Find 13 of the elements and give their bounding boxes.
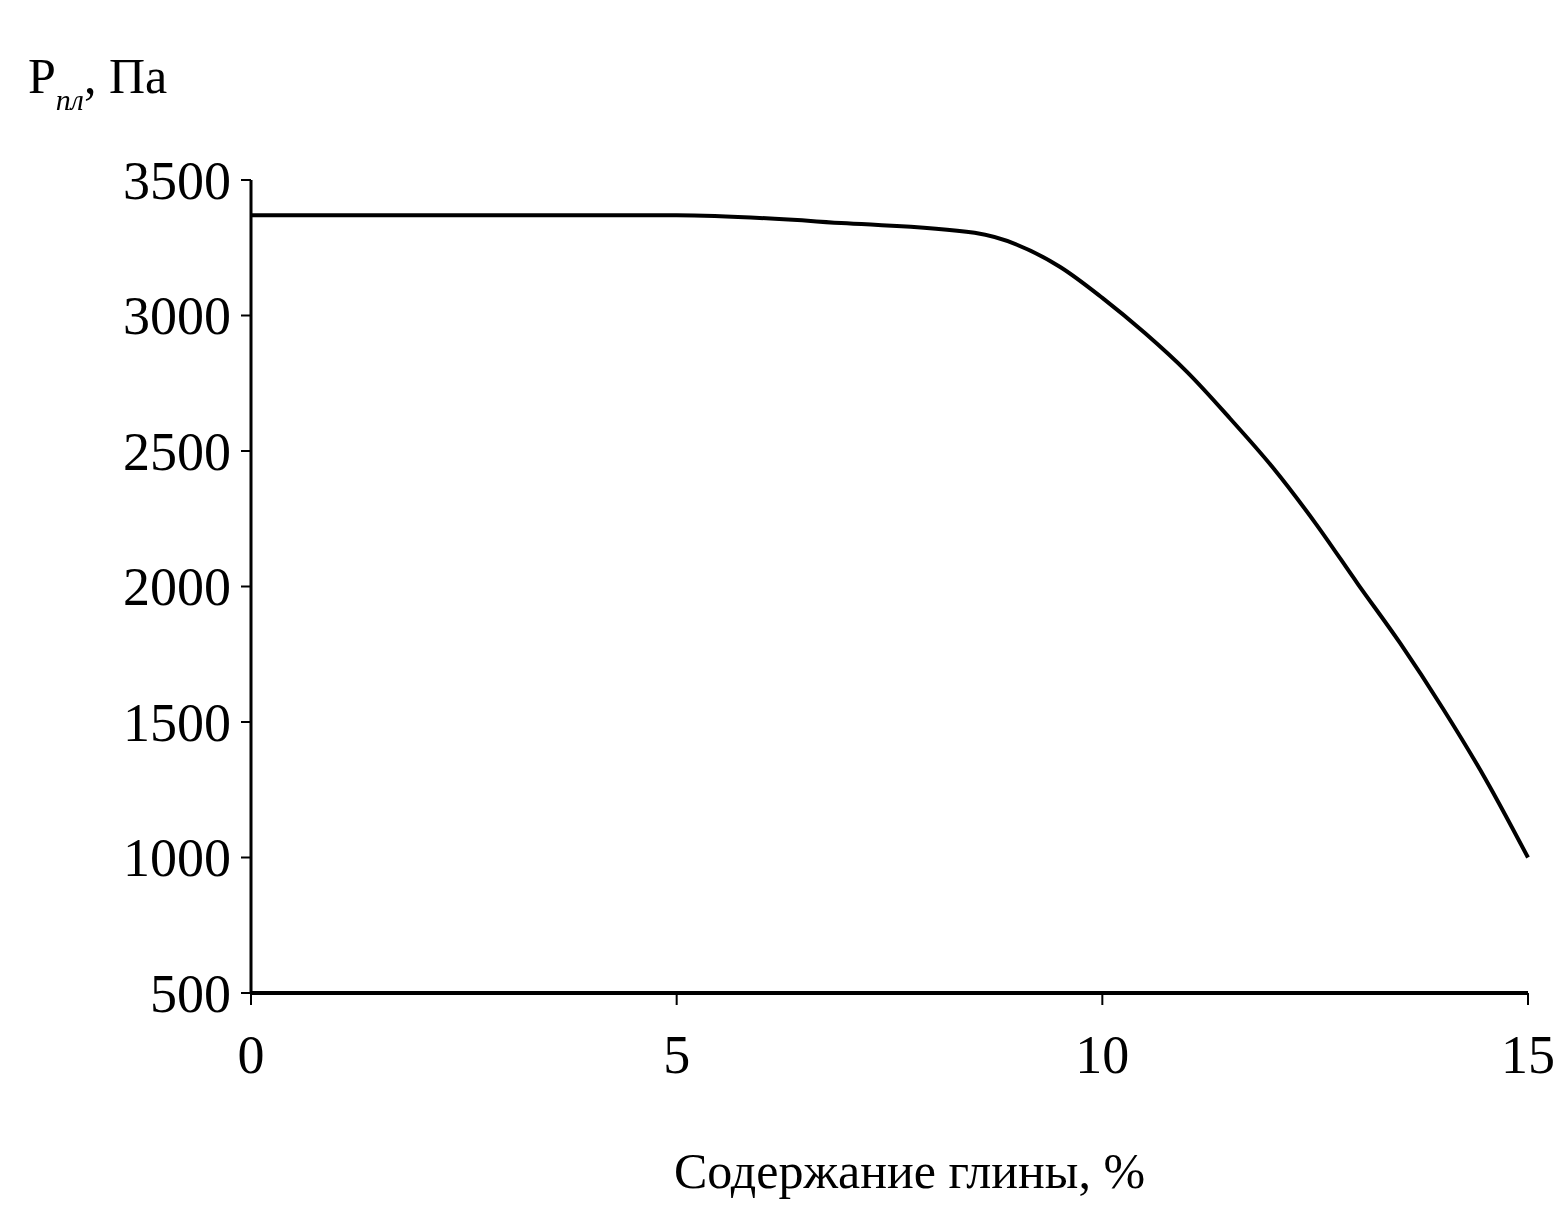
- x-tick-label: 5: [663, 1025, 691, 1085]
- x-axis-title: Содержание глины, %: [673, 1143, 1146, 1199]
- x-tick-label: 0: [237, 1025, 265, 1085]
- x-tick-label: 15: [1501, 1025, 1555, 1085]
- x-tick-label: 10: [1075, 1025, 1130, 1085]
- y-tick-label: 1000: [123, 828, 231, 889]
- y-tick-label: 1500: [123, 692, 231, 753]
- y-tick-label: 2500: [123, 421, 231, 482]
- y-tick-label: 2000: [123, 557, 231, 618]
- y-tick-label: 3500: [123, 150, 231, 211]
- y-tick-label: 500: [150, 963, 231, 1024]
- y-axis-title: P$_{пл}$, Па: [28, 48, 168, 116]
- y-tick-label: 3000: [123, 286, 231, 347]
